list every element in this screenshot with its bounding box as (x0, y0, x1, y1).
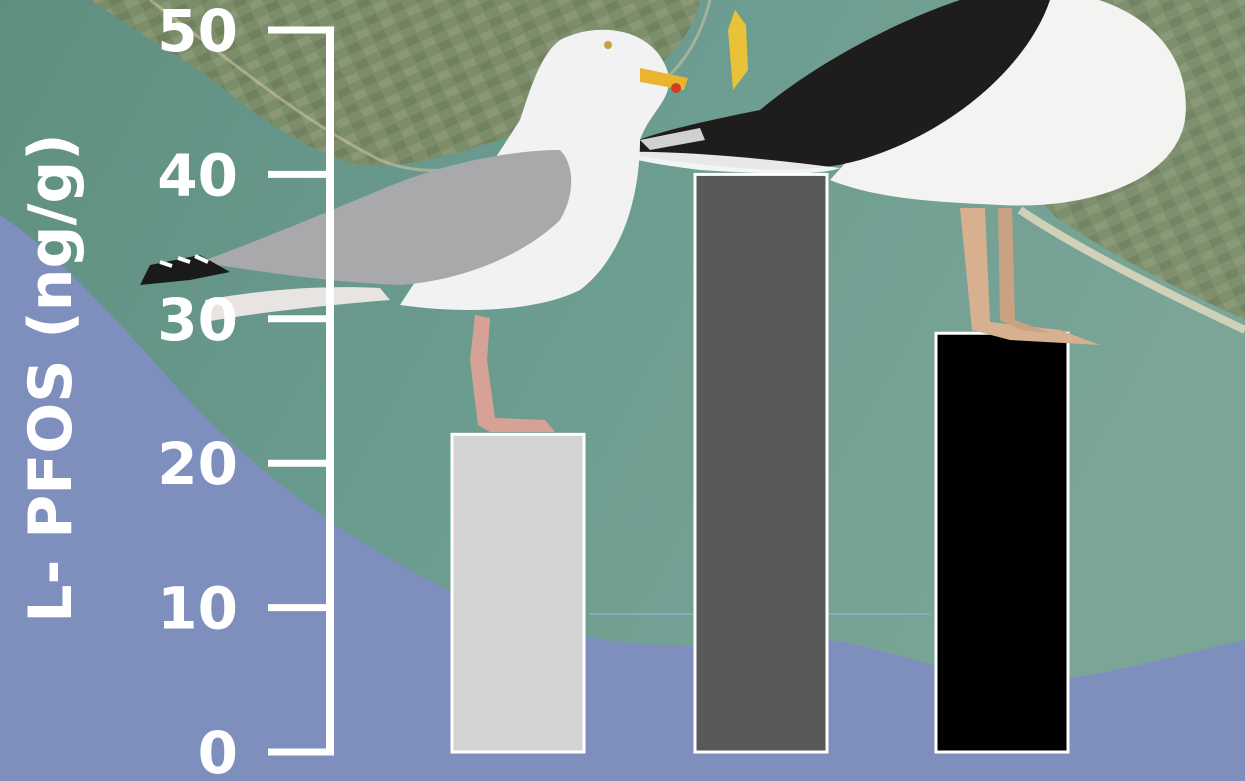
bar-3 (934, 331, 1070, 754)
coast-fields (90, 0, 700, 166)
y-tick-label: 30 (157, 286, 238, 354)
y-tick-label: 50 (157, 0, 238, 65)
bar-2 (693, 172, 829, 754)
y-tick-label: 0 (198, 719, 238, 781)
great-black-backed-gull-photo (612, 0, 1186, 345)
y-tick-label: 40 (157, 141, 238, 209)
y-tick-label: 10 (157, 575, 238, 643)
herring-gull-photo (140, 29, 688, 432)
bar-1 (450, 432, 586, 754)
y-axis-title: L- PFOS (ng/g) (16, 133, 86, 622)
y-axis: 0 10 20 30 40 50 (157, 0, 334, 781)
y-tick-label: 20 (157, 430, 238, 498)
bars-layer (450, 172, 1070, 754)
beach-line (1017, 206, 1245, 334)
